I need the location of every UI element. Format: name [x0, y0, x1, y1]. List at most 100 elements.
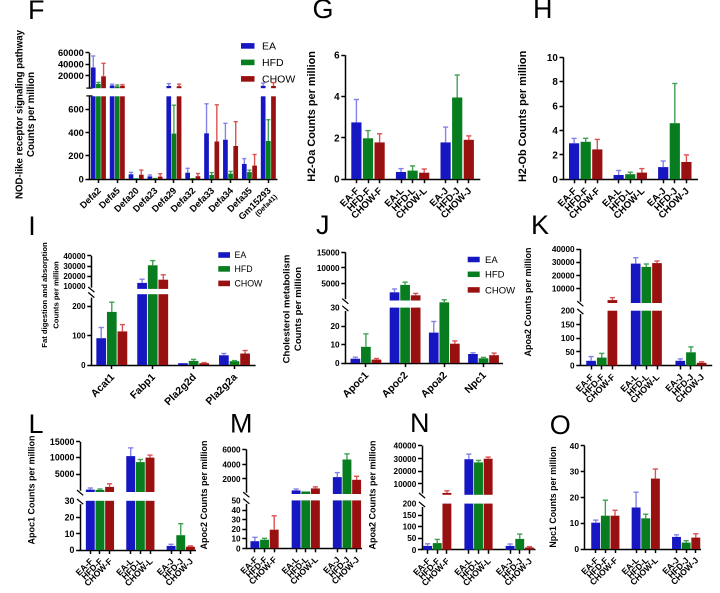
- svg-text:20: 20: [570, 492, 580, 502]
- svg-text:10: 10: [330, 341, 340, 350]
- svg-text:HFD: HFD: [485, 270, 505, 281]
- svg-text:50: 50: [565, 348, 575, 357]
- svg-text:0: 0: [79, 174, 84, 184]
- svg-text:10000: 10000: [317, 264, 340, 273]
- svg-text:150: 150: [561, 320, 575, 329]
- svg-text:30000: 30000: [394, 455, 417, 464]
- svg-text:10000: 10000: [394, 480, 417, 489]
- svg-text:10: 10: [570, 518, 580, 528]
- svg-text:100: 100: [561, 334, 575, 343]
- svg-text:Counts per million: Counts per million: [293, 267, 304, 351]
- svg-text:8: 8: [552, 77, 558, 88]
- svg-text:0: 0: [81, 361, 86, 370]
- svg-text:L: L: [29, 409, 44, 439]
- svg-text:20000: 20000: [552, 271, 575, 280]
- svg-text:HFD: HFD: [262, 57, 284, 69]
- svg-text:20000: 20000: [394, 467, 417, 476]
- svg-text:20000: 20000: [63, 272, 86, 281]
- svg-text:Apoa2 Counts per million: Apoa2 Counts per million: [523, 247, 533, 356]
- svg-text:N: N: [410, 408, 430, 438]
- svg-text:I: I: [28, 211, 36, 241]
- svg-text:200: 200: [561, 307, 575, 316]
- svg-text:100: 100: [403, 523, 417, 532]
- svg-text:J: J: [316, 210, 330, 240]
- svg-text:40000: 40000: [58, 60, 84, 70]
- svg-text:H2-Ob Counts per million: H2-Ob Counts per million: [517, 51, 529, 182]
- svg-text:EA: EA: [235, 250, 247, 260]
- svg-text:40000: 40000: [552, 245, 575, 254]
- svg-text:20000: 20000: [58, 71, 84, 81]
- svg-text:0: 0: [574, 544, 579, 554]
- svg-text:40: 40: [570, 441, 580, 451]
- svg-text:15000: 15000: [50, 437, 75, 447]
- svg-text:400: 400: [68, 128, 84, 138]
- svg-text:30: 30: [65, 496, 75, 506]
- svg-text:EA: EA: [485, 255, 498, 266]
- svg-text:Fat digestion and absorption: Fat digestion and absorption: [40, 242, 49, 348]
- svg-text:Apoc2 Counts per million: Apoc2 Counts per million: [199, 440, 209, 549]
- svg-text:2000: 2000: [222, 475, 241, 484]
- svg-text:50: 50: [231, 496, 241, 505]
- svg-text:60000: 60000: [58, 48, 84, 58]
- svg-text:30000: 30000: [63, 262, 86, 271]
- svg-text:2: 2: [334, 133, 340, 144]
- svg-text:200: 200: [72, 302, 86, 311]
- svg-text:30000: 30000: [552, 258, 575, 267]
- svg-text:NOD-like receptor signaling pa: NOD-like receptor signaling pathway: [14, 29, 25, 199]
- svg-text:200: 200: [68, 151, 84, 161]
- svg-text:30: 30: [330, 304, 340, 313]
- svg-text:H2-Oa Counts per million: H2-Oa Counts per million: [306, 51, 318, 182]
- svg-text:5000: 5000: [321, 280, 340, 289]
- svg-text:40000: 40000: [394, 442, 417, 451]
- svg-text:F: F: [28, 0, 45, 25]
- svg-text:6000: 6000: [222, 445, 241, 454]
- svg-text:4: 4: [552, 126, 558, 137]
- svg-text:H: H: [533, 0, 553, 24]
- svg-text:2: 2: [552, 150, 558, 161]
- svg-text:0: 0: [335, 359, 340, 368]
- svg-text:HFD: HFD: [235, 264, 253, 274]
- svg-text:150: 150: [403, 511, 417, 520]
- svg-text:40: 40: [231, 506, 241, 515]
- svg-text:10000: 10000: [50, 453, 75, 463]
- svg-text:10000: 10000: [63, 282, 86, 291]
- svg-text:50: 50: [407, 534, 417, 543]
- svg-text:CHOW: CHOW: [235, 279, 264, 289]
- svg-text:100: 100: [72, 331, 86, 340]
- svg-text:30: 30: [231, 516, 241, 525]
- svg-text:20: 20: [65, 512, 75, 522]
- svg-text:600: 600: [68, 105, 84, 115]
- svg-text:200: 200: [403, 500, 417, 509]
- svg-text:0: 0: [334, 175, 340, 186]
- svg-text:0: 0: [552, 175, 558, 186]
- svg-text:O: O: [550, 410, 571, 440]
- svg-text:4: 4: [334, 92, 340, 103]
- svg-text:10: 10: [231, 535, 241, 544]
- svg-text:10000: 10000: [552, 285, 575, 294]
- svg-text:CHOW: CHOW: [262, 74, 295, 86]
- svg-text:15000: 15000: [317, 248, 340, 257]
- svg-text:K: K: [531, 210, 549, 240]
- svg-text:CHOW: CHOW: [485, 285, 515, 296]
- svg-text:5000: 5000: [55, 469, 75, 479]
- svg-text:Counts per million: Counts per million: [26, 72, 37, 157]
- svg-text:Apoa2 Counts per million: Apoa2 Counts per million: [368, 440, 378, 549]
- svg-text:30: 30: [570, 467, 580, 477]
- svg-text:G: G: [313, 0, 334, 24]
- svg-text:Cholesterol metabolism: Cholesterol metabolism: [282, 255, 293, 364]
- svg-text:10: 10: [547, 53, 558, 64]
- svg-text:6: 6: [552, 102, 558, 113]
- svg-text:0: 0: [236, 544, 241, 553]
- svg-text:6: 6: [334, 51, 340, 62]
- svg-text:0: 0: [570, 362, 575, 371]
- svg-text:10: 10: [65, 529, 75, 539]
- svg-text:20: 20: [231, 525, 241, 534]
- svg-text:40000: 40000: [63, 252, 86, 261]
- svg-text:4000: 4000: [222, 460, 241, 469]
- svg-text:M: M: [230, 409, 253, 439]
- svg-text:EA: EA: [262, 41, 276, 53]
- svg-text:Apoc1 Counts per million: Apoc1 Counts per million: [27, 435, 37, 544]
- svg-text:20: 20: [330, 322, 340, 331]
- svg-text:0: 0: [412, 546, 417, 555]
- svg-text:Npc1 Counts per million: Npc1 Counts per million: [548, 446, 558, 547]
